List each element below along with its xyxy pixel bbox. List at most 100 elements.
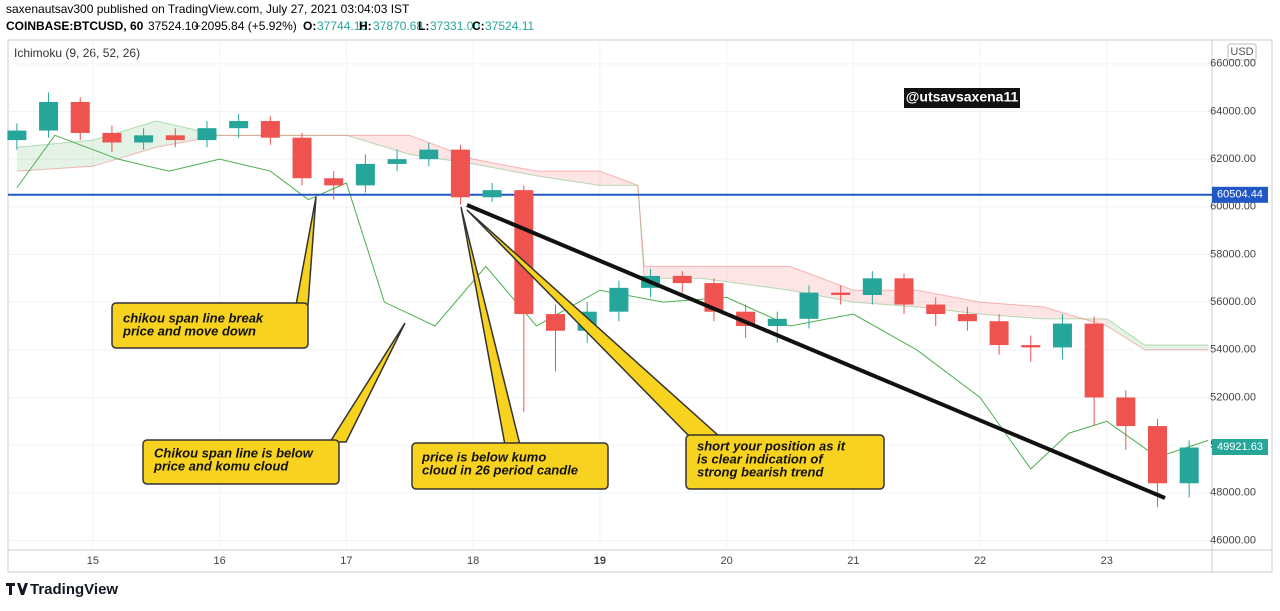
- callout-arrow: [295, 196, 317, 306]
- candle-body: [609, 287, 629, 312]
- candle-body: [39, 101, 59, 131]
- x-tick-label: 21: [847, 555, 859, 567]
- callout-box: [411, 442, 609, 490]
- last-price-label: 49921.63: [1217, 441, 1263, 453]
- candle-body: [1179, 447, 1199, 484]
- candle-body: [229, 121, 249, 129]
- callout-arrow: [328, 322, 406, 443]
- ohlc: COINBASE:BTCUSD, 60 37524.10 +2095.84 (+…: [6, 19, 534, 33]
- candle-body: [926, 304, 946, 315]
- candle-body: [545, 314, 566, 331]
- c: 37524.11: [485, 19, 534, 33]
- x-tick-label: 19: [594, 555, 606, 567]
- y-tick-label: 52000.00: [1210, 391, 1256, 403]
- trend-line: [466, 203, 1166, 500]
- cloud-segment: [92, 121, 157, 167]
- chikou-line: [16, 134, 1209, 470]
- annotation: price and komu cloud: [153, 458, 289, 473]
- y-tick-label: 64000.00: [1210, 105, 1256, 117]
- cloud-segment: [980, 302, 1044, 319]
- publisher: saxenautsav300 published on TradingView.…: [6, 2, 410, 16]
- currency: USD: [1230, 46, 1253, 58]
- h: 37870.68: [373, 19, 423, 33]
- candle-body: [672, 275, 692, 284]
- candle-body: [862, 278, 882, 295]
- annotation: chikou span line break: [123, 310, 264, 325]
- c-label: C:: [472, 19, 485, 33]
- cloud-segment: [346, 135, 410, 155]
- y-tick-label: 60000.00: [1210, 201, 1256, 213]
- callout-box: [142, 439, 340, 485]
- candle-body: [197, 128, 217, 141]
- y-tick-label: 46000.00: [1210, 534, 1256, 546]
- cloud-segment: [644, 266, 702, 279]
- y-tick-label: 66000.00: [1210, 58, 1256, 70]
- candle-body: [70, 101, 90, 133]
- cloud-segment: [701, 266, 790, 291]
- candle-body: [260, 121, 280, 138]
- candle-body: [894, 278, 914, 305]
- candle-body: [1052, 323, 1072, 348]
- x-tick-label: 23: [1101, 555, 1113, 567]
- candle-body: [292, 137, 312, 179]
- annotation: price and move down: [122, 323, 256, 338]
- watermark: @utsavsaxena11: [906, 89, 1019, 105]
- annotation: strong bearish trend: [697, 464, 824, 479]
- callouts: [111, 196, 885, 490]
- indicator: Ichimoku (9, 26, 52, 26): [14, 46, 140, 60]
- cloud-segment: [536, 171, 600, 186]
- candle-body: [957, 314, 977, 322]
- candle-body: [387, 159, 407, 164]
- o-label: O:: [303, 19, 316, 33]
- currency-box: [1227, 43, 1257, 61]
- candle-body: [450, 149, 470, 198]
- y-tick-label: 48000.00: [1210, 487, 1256, 499]
- cloud-segment: [599, 171, 638, 186]
- symbol: COINBASE:BTCUSD, 60: [6, 19, 144, 33]
- x-tick-label: 18: [467, 555, 479, 567]
- candle-body: [482, 190, 502, 198]
- x-tick-label: 17: [340, 555, 352, 567]
- callout-box: [685, 434, 885, 490]
- price-label: 60504.44: [1217, 189, 1263, 201]
- candle-body: [165, 135, 185, 141]
- x-tick-label: 22: [974, 555, 986, 567]
- candle-body: [514, 190, 534, 315]
- y-tick-label: 58000.00: [1210, 248, 1256, 260]
- candle-body: [355, 163, 375, 186]
- last: 37524.10: [148, 19, 198, 33]
- price-label-box: [1212, 186, 1268, 203]
- cloud-segment: [1144, 345, 1171, 350]
- candle-body: [1147, 426, 1168, 484]
- brand: TradingView: [30, 581, 118, 598]
- y-tick-label: 54000.00: [1210, 344, 1256, 356]
- callout-box: [111, 302, 309, 349]
- candle-body: [1084, 323, 1104, 398]
- frame: [7, 39, 1273, 573]
- plot: 46000.0048000.0050000.0052000.0054000.00…: [7, 40, 1268, 567]
- cloud-segment: [1106, 318, 1145, 350]
- y-tick-label: 62000.00: [1210, 153, 1256, 165]
- cloud-segment: [16, 140, 93, 172]
- h-label: H:: [359, 19, 372, 33]
- cloud-segment: [1170, 345, 1209, 350]
- watermark-box: [904, 88, 1020, 108]
- candle-body: [1021, 345, 1041, 348]
- last-price-box: [1212, 439, 1268, 456]
- candle-body: [134, 135, 154, 143]
- candle-body: [419, 149, 439, 160]
- l: 37331.00: [430, 19, 480, 33]
- callout-arrow: [460, 206, 521, 446]
- brand-logo: [6, 583, 28, 595]
- change: +2095.84 (+5.92%): [194, 19, 297, 33]
- annotation: Chikou span line is below: [154, 445, 314, 460]
- candle-body: [7, 130, 27, 141]
- l-label: L:: [418, 19, 429, 33]
- candle-body: [102, 132, 122, 143]
- candle-body: [767, 318, 787, 326]
- annotation: price is below kumo: [421, 449, 546, 464]
- cloud-segment: [637, 185, 645, 279]
- y-tick-label: 56000.00: [1210, 296, 1256, 308]
